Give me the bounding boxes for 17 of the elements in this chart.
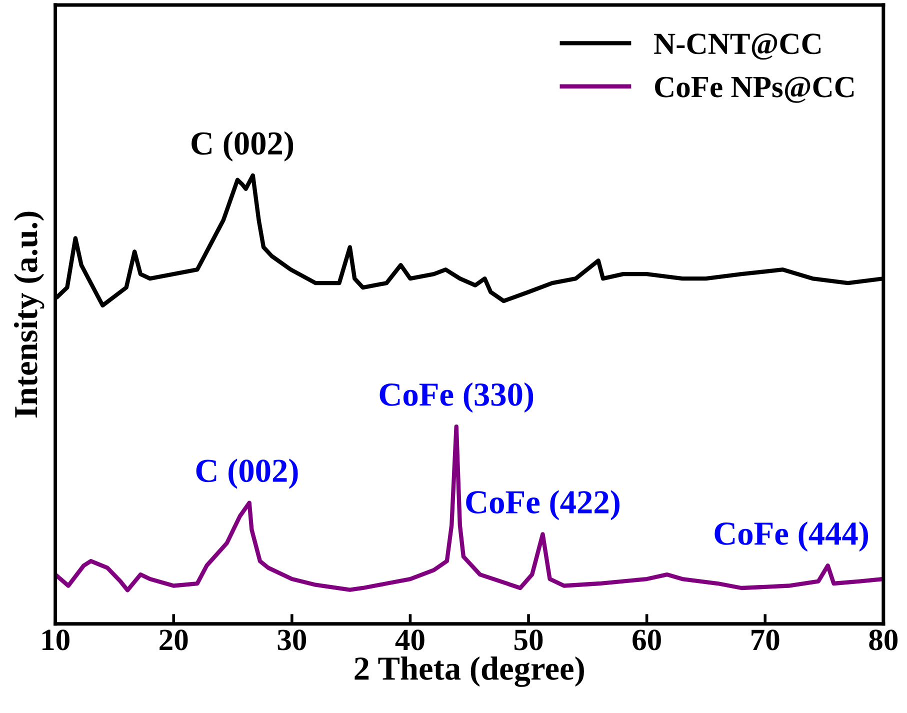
annotation: C (002) [192, 131, 294, 162]
annotation: CoFe (330) [380, 382, 534, 413]
x-tick-label: 60 [632, 630, 661, 650]
annotation: CoFe (444) [714, 521, 868, 552]
legend-label: CoFe NPs@CC [655, 76, 854, 103]
y-axis-title: Intensity (a.u.) [14, 212, 44, 418]
x-tick-label: 20 [160, 630, 188, 650]
x-tick-label: 40 [395, 630, 424, 650]
x-tick-label: 50 [514, 630, 543, 650]
x-tick-label: 30 [278, 630, 306, 650]
x-tick-label: 70 [752, 630, 780, 650]
annotation: C (002) [196, 458, 298, 489]
legend-label: N-CNT@CC [654, 34, 821, 60]
x-tick-label: 10 [42, 630, 70, 650]
annotation: CoFe (422) [466, 490, 620, 520]
x-axis-title: 2 Theta (degree) [354, 656, 584, 687]
x-tick-label: 80 [869, 630, 898, 650]
